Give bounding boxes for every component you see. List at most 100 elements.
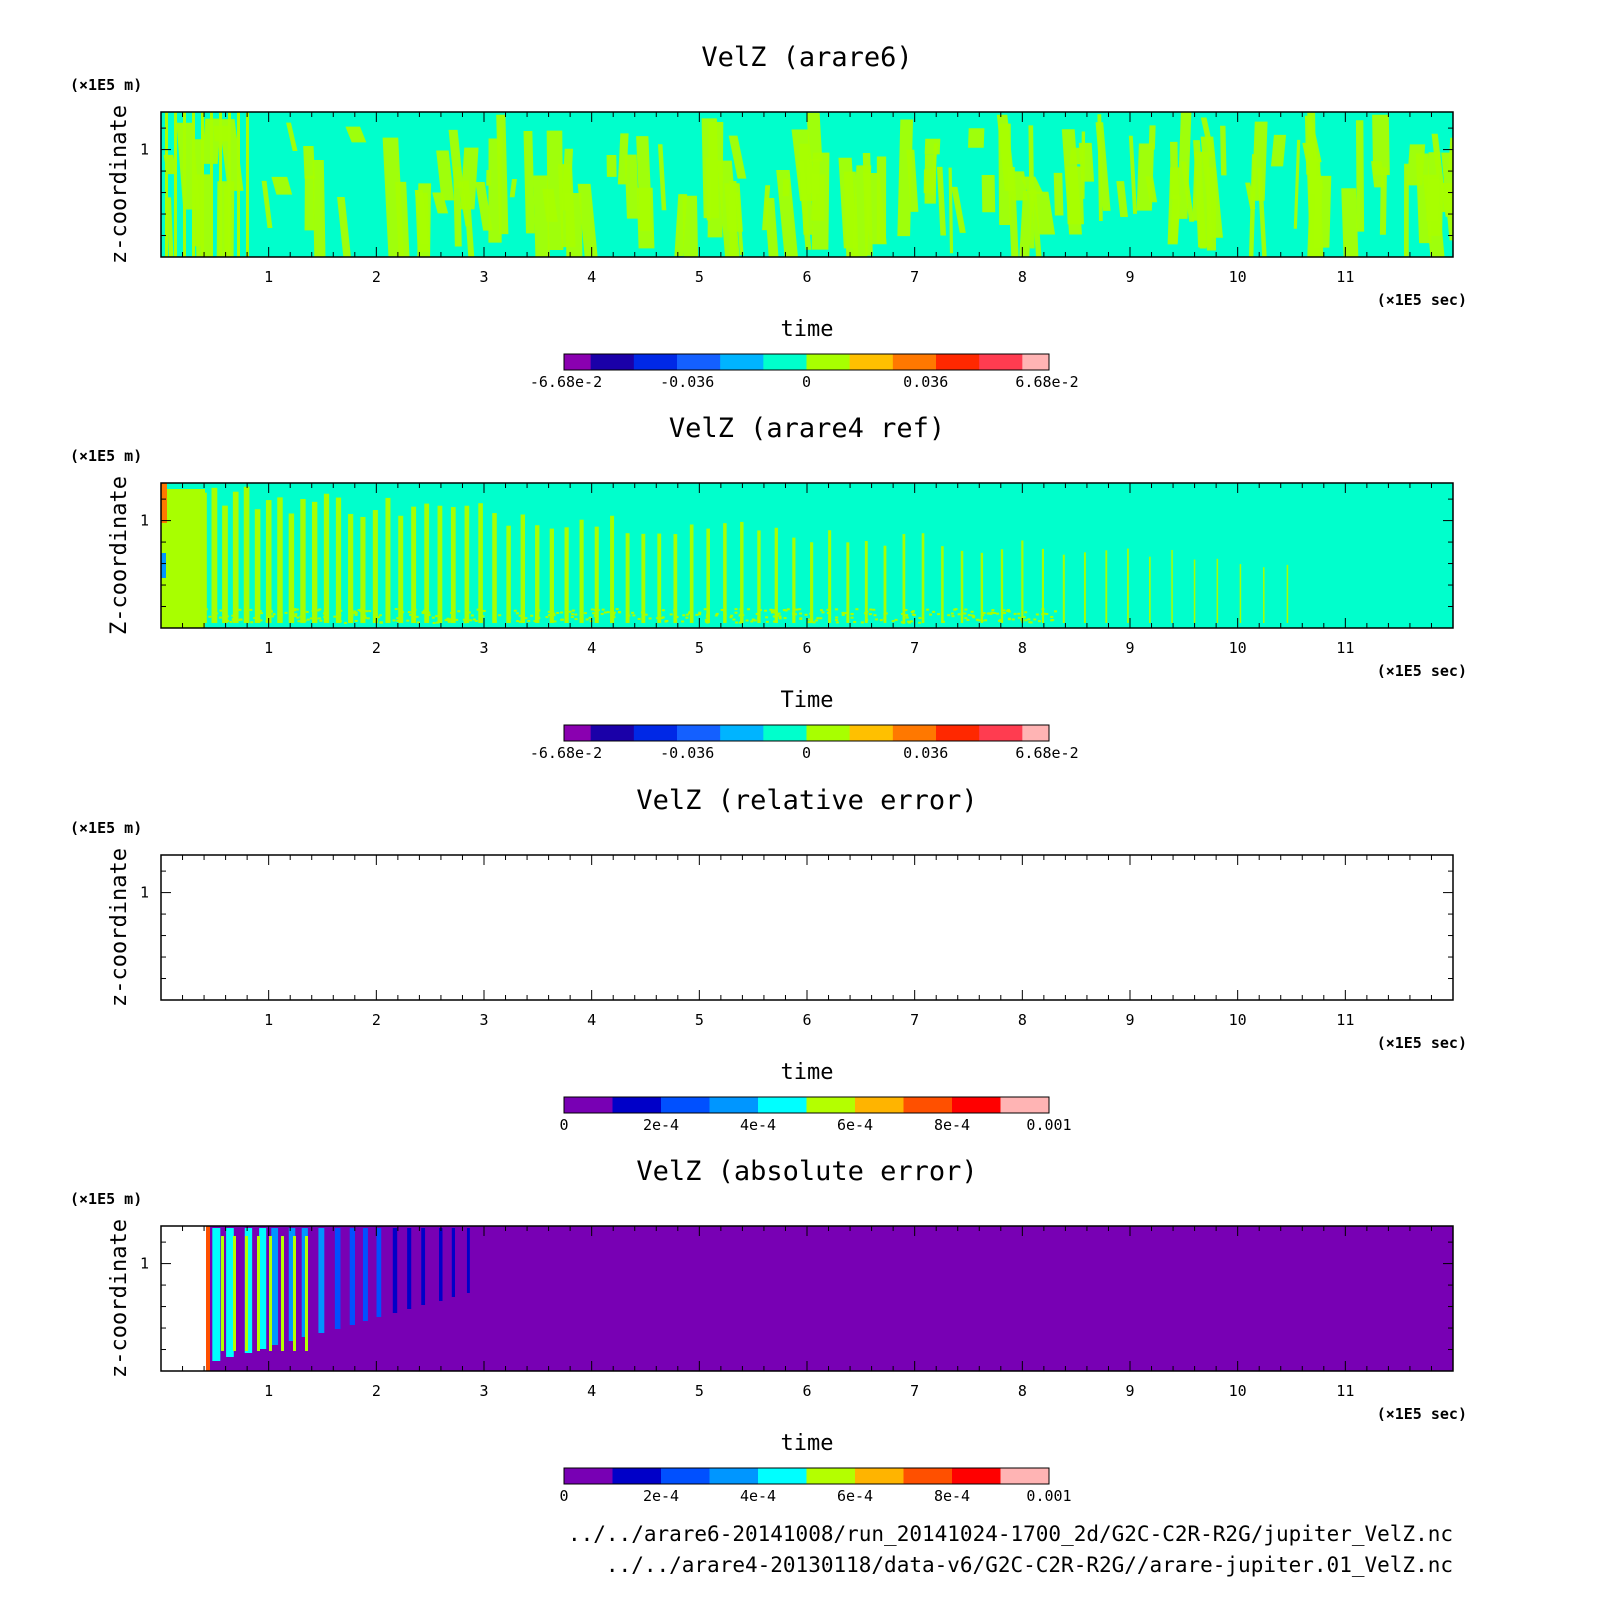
colorbar-segment: [1000, 1097, 1050, 1113]
colorbar-segment: [952, 1468, 1001, 1484]
y-axis-label: z-coordinate: [107, 1219, 132, 1378]
x-tick-label: 8: [1018, 1382, 1027, 1400]
x-tick-label: 9: [1125, 268, 1134, 286]
colorbar-tick-label: 0.036: [903, 373, 948, 391]
x-tick-label: 6: [802, 1382, 811, 1400]
source-file-1: ../../arare6-20141008/run_20141024-1700_…: [568, 1522, 1453, 1546]
y-tick-label: 1: [140, 512, 149, 530]
x-tick-label: 1: [264, 1011, 273, 1029]
colorbar-tick-label: 0: [559, 1487, 568, 1505]
colorbar: 0 2e-4 4e-4 6e-4 8e-4 0.001: [559, 1467, 1072, 1505]
colorbar-segment: [677, 725, 721, 741]
colorbar-segment: [855, 1468, 904, 1484]
x-tick-label: 4: [587, 268, 596, 286]
x-tick-label: 1: [264, 639, 273, 657]
x-unit-label: (×1E5 sec): [1377, 1034, 1467, 1052]
panel-title: VelZ (arare4 ref): [669, 413, 945, 444]
colorbar-tick-label: 8e-4: [934, 1116, 970, 1134]
x-tick-label: 11: [1336, 268, 1354, 286]
colorbar: -6.68e-2 -0.036 0 0.036 6.68e-2: [530, 724, 1079, 762]
colorbar-segment: [564, 1097, 613, 1113]
colorbar-segment: [903, 1097, 953, 1113]
x-tick-label: 5: [695, 1011, 704, 1029]
panel-3: VelZ (relative error)(×1E5 m)1 2 3 4 5 6 7 8 9 10…: [70, 785, 1467, 1134]
colorbar-tick-label: 0: [802, 744, 811, 762]
x-tick-label: 4: [587, 1382, 596, 1400]
x-tick-label: 7: [910, 639, 919, 657]
colorbar-segment: [935, 725, 980, 741]
colorbar-segment: [758, 1468, 807, 1484]
source-file-2: ../../arare4-20130118/data-v6/G2C-C2R-R2…: [606, 1553, 1453, 1577]
colorbar-segment: [564, 354, 592, 370]
colorbar-segment: [952, 1097, 1001, 1113]
panel-title: VelZ (absolute error): [636, 1156, 977, 1187]
colorbar-segment: [633, 354, 678, 370]
x-tick-label: 6: [802, 1011, 811, 1029]
y-tick-label: 1: [140, 884, 149, 902]
x-unit-label: (×1E5 sec): [1377, 662, 1467, 680]
colorbar-tick-label: 6.68e-2: [1015, 373, 1078, 391]
colorbar-segment: [849, 725, 894, 741]
colorbar-segment: [661, 1097, 710, 1113]
colorbar-segment: [806, 1097, 856, 1113]
colorbar-segment: [720, 725, 764, 741]
x-tick-label: 11: [1336, 1382, 1354, 1400]
x-axis-label: time: [781, 317, 834, 342]
colorbar-segment: [590, 725, 635, 741]
x-tick-label: 8: [1018, 639, 1027, 657]
x-tick-label: 1: [264, 268, 273, 286]
colorbar-segment: [612, 1097, 662, 1113]
colorbar-segment: [1022, 725, 1050, 741]
colorbar-tick-label: 6e-4: [837, 1116, 873, 1134]
colorbar-segment: [1000, 1468, 1050, 1484]
x-unit-label: (×1E5 sec): [1377, 1405, 1467, 1423]
colorbar-segment: [806, 354, 851, 370]
x-tick-label: 5: [695, 268, 704, 286]
colorbar-segment: [612, 1468, 662, 1484]
colorbar-segment: [1022, 354, 1050, 370]
x-tick-label: 8: [1018, 1011, 1027, 1029]
y-unit-label: (×1E5 m): [70, 447, 142, 465]
colorbar: -6.68e-2 -0.036 0 0.036 6.68e-2: [530, 353, 1079, 391]
x-axis-label: time: [781, 1431, 834, 1456]
x-tick-label: 2: [372, 1011, 381, 1029]
colorbar-segment: [758, 1097, 807, 1113]
x-unit-label: (×1E5 sec): [1377, 291, 1467, 309]
colorbar-tick-label: 2e-4: [643, 1116, 679, 1134]
panel-1: VelZ (arare6)(×1E5 m)1 2 3 4 5 6 7 8 9 10 111z-coo…: [70, 42, 1467, 391]
panel-title: VelZ (arare6): [701, 42, 912, 73]
x-tick-label: 11: [1336, 1011, 1354, 1029]
x-tick-label: 9: [1125, 1382, 1134, 1400]
x-tick-label: 4: [587, 639, 596, 657]
heatmap-field: [161, 112, 1453, 257]
colorbar-tick-label: 6.68e-2: [1015, 744, 1078, 762]
x-tick-label: 10: [1229, 268, 1247, 286]
colorbar-segment: [855, 1097, 904, 1113]
colorbar-segment: [903, 1468, 953, 1484]
x-tick-label: 3: [479, 1382, 488, 1400]
colorbar-tick-label: -6.68e-2: [530, 373, 602, 391]
colorbar-tick-label: 0: [802, 373, 811, 391]
x-tick-label: 5: [695, 639, 704, 657]
x-tick-label: 7: [910, 1011, 919, 1029]
y-tick-label: 1: [140, 1255, 149, 1273]
colorbar-segment: [849, 354, 894, 370]
x-tick-label: 6: [802, 639, 811, 657]
x-tick-label: 7: [910, 1382, 919, 1400]
heatmap-field: [161, 1226, 1453, 1371]
colorbar-tick-label: 0.001: [1026, 1487, 1071, 1505]
colorbar-tick-label: -0.036: [660, 373, 714, 391]
colorbar-tick-label: 4e-4: [740, 1116, 776, 1134]
colorbar-segment: [763, 354, 807, 370]
colorbar-tick-label: 0.001: [1026, 1116, 1071, 1134]
colorbar-segment: [806, 1468, 856, 1484]
x-tick-label: 3: [479, 639, 488, 657]
x-axis-label: time: [781, 1060, 834, 1085]
x-tick-label: 7: [910, 268, 919, 286]
colorbar-segment: [892, 725, 937, 741]
x-tick-label: 10: [1229, 1382, 1247, 1400]
colorbar-tick-label: 8e-4: [934, 1487, 970, 1505]
colorbar-tick-label: 2e-4: [643, 1487, 679, 1505]
colorbar-segment: [677, 354, 721, 370]
colorbar-tick-label: 6e-4: [837, 1487, 873, 1505]
